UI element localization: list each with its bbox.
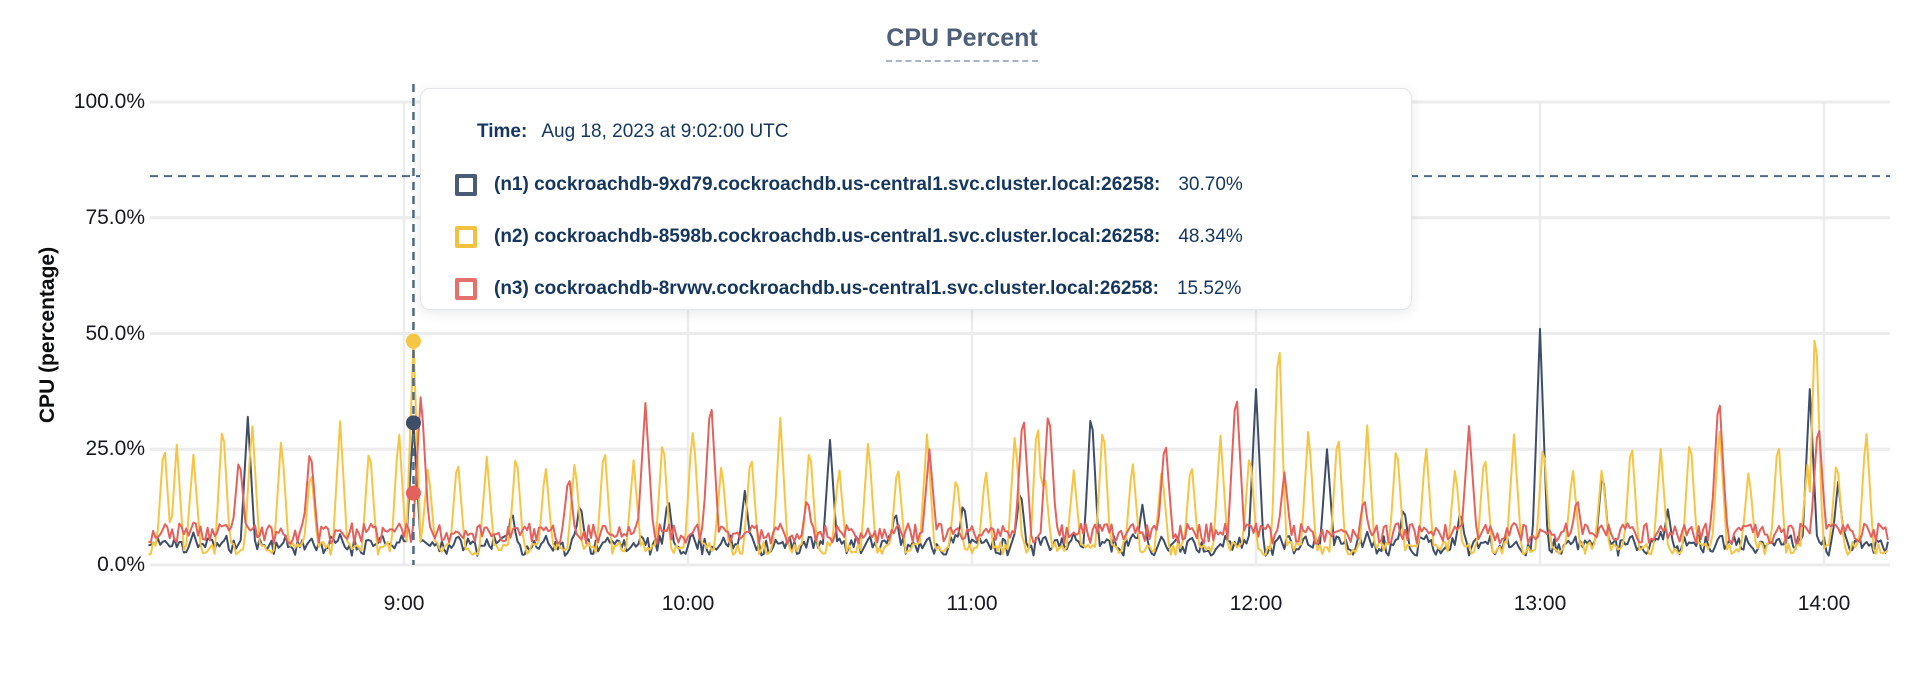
hover-point-n2[interactable] [405,333,421,349]
x-tick-label: 13:00 [1513,592,1567,615]
x-tick-label: 12:00 [1229,592,1283,615]
series-value-n3: 15.52% [1176,278,1242,299]
series-swatch-icon-n1 [455,174,477,196]
tooltip-legend-row-n1: (n1) cockroachdb-9xd79.cockroachdb.us-ce… [455,159,1367,211]
y-tick-label: 75.0% [85,205,145,229]
x-tick-label: 11:00 [946,592,998,615]
y-tick-label: 50.0% [85,321,145,345]
cpu-series-line-n3[interactable] [148,396,1889,545]
series-swatch-icon-n2 [455,226,477,248]
tooltip-time-row: Time: Aug 18, 2023 at 9:02:00 UTC [477,121,1367,143]
series-label-n2: (n2) cockroachdb-8598b.cockroachdb.us-ce… [494,226,1161,247]
series-swatch-icon-n3 [455,278,477,300]
series-label-n1: (n1) cockroachdb-9xd79.cockroachdb.us-ce… [494,174,1161,195]
hover-point-n3[interactable] [405,485,421,501]
tooltip-legend-rows: (n1) cockroachdb-9xd79.cockroachdb.us-ce… [455,159,1367,315]
x-tick-label: 14:00 [1797,592,1851,615]
y-tick-label: 0.0% [97,553,145,576]
chart-header: CPU Percent [0,24,1924,62]
tooltip-time-value: Aug 18, 2023 at 9:02:00 UTC [541,121,789,142]
series-label-n3: (n3) cockroachdb-8rvwv.cockroachdb.us-ce… [494,278,1159,299]
hover-point-n1[interactable] [405,415,421,431]
series-value-n2: 48.34% [1178,226,1243,247]
chart-title[interactable]: CPU Percent [886,24,1038,62]
y-tick-label: 25.0% [85,437,145,461]
tooltip-time-label: Time: [477,121,528,142]
x-tick-label: 9:00 [383,592,425,615]
series-value-n1: 30.70% [1178,174,1243,195]
tooltip-legend-row-n2: (n2) cockroachdb-8598b.cockroachdb.us-ce… [455,211,1367,263]
x-tick-label: 10:00 [661,592,715,615]
tooltip-legend-row-n3: (n3) cockroachdb-8rvwv.cockroachdb.us-ce… [455,263,1367,315]
y-tick-label: 100.0% [73,90,145,113]
hover-tooltip: Time: Aug 18, 2023 at 9:02:00 UTC (n1) c… [420,88,1412,310]
